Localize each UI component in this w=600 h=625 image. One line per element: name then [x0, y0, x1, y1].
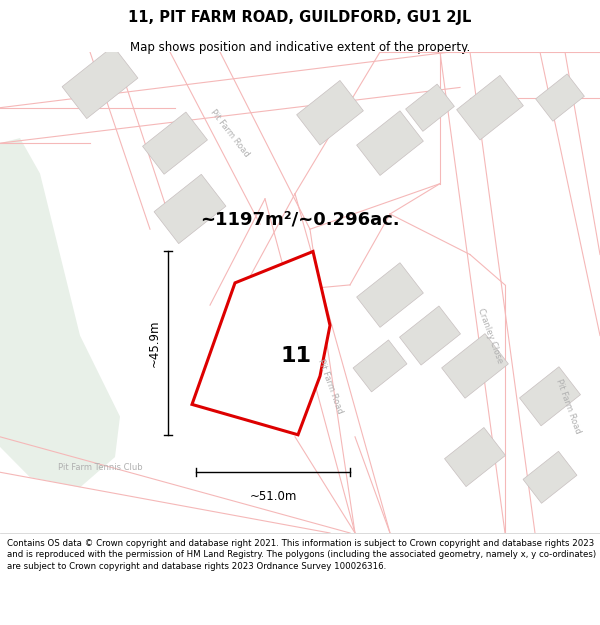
Text: ~51.0m: ~51.0m: [250, 491, 296, 504]
Polygon shape: [442, 334, 508, 398]
Polygon shape: [520, 367, 580, 426]
Text: 11, PIT FARM ROAD, GUILDFORD, GU1 2JL: 11, PIT FARM ROAD, GUILDFORD, GU1 2JL: [128, 11, 472, 26]
Polygon shape: [356, 262, 424, 328]
Polygon shape: [143, 112, 208, 174]
Polygon shape: [0, 138, 120, 488]
Text: Pit Farm Tennis Club: Pit Farm Tennis Club: [58, 462, 142, 472]
Text: ~1197m²/~0.296ac.: ~1197m²/~0.296ac.: [200, 210, 400, 228]
Polygon shape: [353, 340, 407, 392]
Polygon shape: [445, 428, 505, 487]
Polygon shape: [192, 251, 330, 435]
Polygon shape: [406, 84, 454, 131]
Text: Pit Farm Road: Pit Farm Road: [554, 378, 582, 435]
Text: Contains OS data © Crown copyright and database right 2021. This information is : Contains OS data © Crown copyright and d…: [7, 539, 596, 571]
Polygon shape: [154, 174, 226, 244]
Polygon shape: [536, 74, 584, 121]
Polygon shape: [523, 451, 577, 503]
Text: 11: 11: [281, 346, 312, 366]
Polygon shape: [400, 306, 460, 365]
Polygon shape: [0, 356, 50, 457]
Polygon shape: [356, 111, 424, 176]
Text: Cranley Close: Cranley Close: [476, 307, 504, 364]
Text: Pit Farm Road: Pit Farm Road: [316, 357, 344, 415]
Polygon shape: [457, 76, 523, 140]
Polygon shape: [62, 46, 138, 119]
Text: Pit Farm Road: Pit Farm Road: [209, 107, 251, 159]
Text: Map shows position and indicative extent of the property.: Map shows position and indicative extent…: [130, 41, 470, 54]
Text: ~45.9m: ~45.9m: [148, 319, 161, 367]
Polygon shape: [296, 81, 364, 145]
